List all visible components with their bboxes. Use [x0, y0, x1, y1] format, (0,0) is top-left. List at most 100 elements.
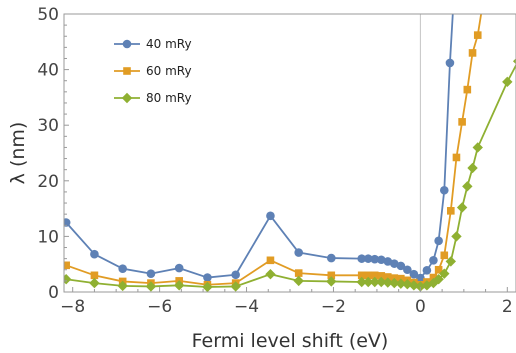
y-tick-label: 30	[37, 116, 59, 136]
data-point	[90, 249, 99, 259]
data-point	[390, 259, 399, 268]
data-point	[327, 271, 336, 280]
data-point	[467, 162, 478, 174]
data-point	[468, 49, 477, 57]
data-point	[90, 271, 99, 280]
x-tick-label: −2	[321, 297, 346, 317]
series-1	[64, 14, 455, 283]
data-point	[326, 276, 337, 287]
x-tick-label: −6	[147, 297, 172, 317]
x-axis-label: Fermi level shift (eV)	[192, 330, 389, 352]
data-point	[364, 271, 373, 280]
x-tick-label: 0	[415, 297, 426, 317]
data-point	[356, 276, 367, 288]
data-point	[433, 274, 444, 285]
legend-label: 40 mRy	[146, 37, 192, 51]
data-point	[445, 256, 457, 267]
data-point	[472, 142, 483, 153]
data-point	[473, 31, 482, 39]
data-point	[463, 85, 472, 94]
data-point	[434, 265, 443, 274]
data-point	[294, 269, 303, 277]
data-point	[447, 207, 455, 215]
data-point	[458, 118, 466, 126]
data-point	[416, 273, 425, 283]
y-tick-label: 40	[37, 61, 59, 81]
data-point	[294, 248, 303, 257]
plot-background	[64, 14, 516, 292]
x-tick-label: −8	[60, 297, 85, 317]
y-tick-label: 0	[48, 283, 59, 303]
data-point	[452, 153, 461, 162]
series-3	[64, 58, 516, 292]
data-point	[203, 273, 212, 282]
data-point	[230, 281, 241, 292]
data-point	[415, 281, 426, 292]
data-point	[383, 273, 392, 281]
data-point	[117, 280, 128, 292]
data-point	[89, 277, 100, 289]
data-point	[403, 265, 412, 275]
data-point	[173, 280, 185, 291]
data-point	[462, 181, 473, 192]
data-point	[422, 266, 432, 275]
data-point	[231, 270, 240, 280]
data-point	[64, 218, 71, 227]
data-point	[118, 264, 127, 273]
data-point	[357, 271, 366, 280]
data-point	[145, 281, 157, 292]
y-tick-label: 10	[37, 227, 59, 247]
data-point	[64, 274, 72, 285]
x-tick-label: 2	[502, 297, 513, 317]
data-point	[445, 58, 455, 68]
legend: 40 mRy 60 mRy 80 mRy	[114, 37, 192, 105]
y-axis-label: λ (nm)	[7, 122, 29, 185]
legend-item: 80 mRy	[114, 91, 192, 105]
data-point	[376, 255, 386, 265]
data-point	[382, 277, 393, 288]
data-point	[369, 276, 380, 288]
y-tick-label: 50	[37, 5, 59, 25]
data-point	[363, 276, 374, 288]
data-point	[439, 185, 449, 195]
data-point	[370, 254, 380, 264]
legend-marker	[123, 67, 131, 75]
data-point	[363, 254, 373, 263]
data-point	[408, 280, 420, 291]
data-point	[293, 275, 304, 287]
data-point	[402, 279, 413, 290]
data-point	[456, 202, 468, 213]
data-point	[389, 277, 400, 289]
legend-marker	[122, 39, 132, 49]
data-point	[434, 236, 443, 246]
data-point	[326, 253, 336, 263]
data-point	[383, 257, 393, 266]
data-point	[377, 272, 386, 280]
legend-item: 40 mRy	[114, 37, 192, 51]
data-point	[64, 261, 70, 270]
x-tick-label: −4	[234, 297, 259, 317]
data-point	[376, 276, 387, 288]
data-point	[202, 281, 213, 292]
data-point	[409, 269, 419, 279]
data-point	[266, 256, 275, 265]
data-point	[146, 269, 156, 278]
legend-label: 60 mRy	[146, 64, 192, 78]
data-point	[440, 251, 449, 260]
data-point	[512, 58, 516, 65]
series-layer	[64, 14, 516, 292]
legend-item: 60 mRy	[114, 64, 192, 78]
data-point	[396, 261, 406, 271]
data-point	[370, 271, 379, 280]
y-tick-label: 20	[37, 172, 59, 192]
data-point	[174, 263, 184, 273]
data-point	[502, 76, 513, 88]
data-point	[439, 268, 450, 279]
data-point	[266, 211, 275, 221]
legend-label: 80 mRy	[146, 91, 192, 105]
legend-marker	[121, 92, 133, 104]
data-point	[429, 256, 438, 265]
data-point	[357, 254, 367, 263]
